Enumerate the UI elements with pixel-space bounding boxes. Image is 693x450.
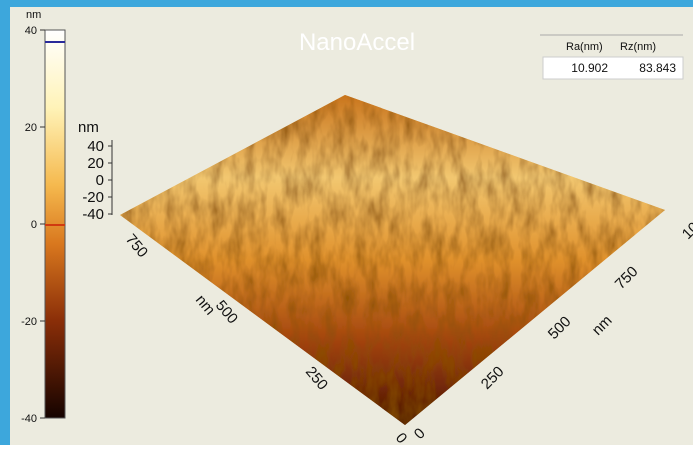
colorbar-tick-label: -20: [21, 316, 37, 328]
table-row: [542, 56, 684, 80]
colorbar-tick-label: -40: [21, 413, 37, 425]
z-axis-unit: nm: [78, 119, 99, 136]
table-cell: 10.902: [571, 61, 608, 75]
z-tick-label: -40: [82, 206, 104, 223]
watermark: NanoAccel: [299, 29, 415, 56]
colorbar-unit: nm: [26, 9, 41, 21]
surface-texture: [120, 95, 665, 425]
colorbar-tick-label: 40: [25, 25, 37, 37]
z-tick-label: 20: [87, 155, 104, 172]
table-header: Ra(nm): [566, 41, 603, 53]
colorbar-tick-label: 0: [31, 219, 37, 231]
z-tick-label: 40: [87, 138, 104, 155]
frame-top: [0, 0, 693, 7]
z-tick-label: -20: [82, 189, 104, 206]
table-header: Rz(nm): [620, 41, 656, 53]
table-cell: 83.843: [639, 61, 676, 75]
z-tick-label: 0: [96, 172, 104, 189]
frame-left: [0, 0, 10, 445]
colorbar-tick-label: 20: [25, 122, 37, 134]
